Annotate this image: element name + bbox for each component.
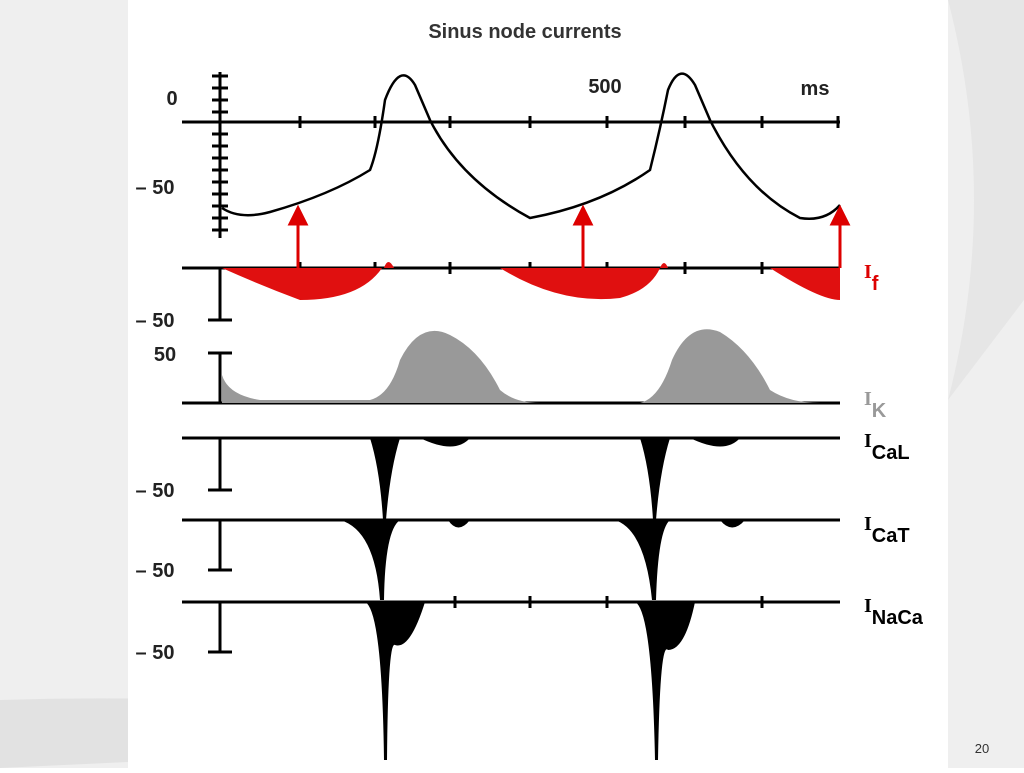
figure-area — [128, 0, 948, 768]
time-tick-label: 500 — [588, 76, 621, 98]
voltage-label: 0 — [166, 88, 177, 110]
swoosh — [948, 0, 1024, 400]
action-potential — [221, 72, 841, 220]
current-name: If — [864, 261, 879, 295]
scale-label: – 50 — [136, 310, 175, 332]
voltage-label: – 50 — [136, 177, 175, 199]
scale-label: – 50 — [136, 480, 175, 502]
scale-label: 50 — [154, 344, 176, 366]
scale-label: – 50 — [136, 560, 175, 582]
if-current — [222, 262, 840, 300]
slide-number: 20 — [975, 741, 989, 756]
inaca-current — [365, 602, 695, 760]
current-name: IK — [864, 388, 887, 422]
title: Sinus node currents — [428, 21, 621, 43]
current-names: If IK ICaL ICaT INaCa — [864, 261, 924, 629]
scale-label: – 50 — [136, 642, 175, 664]
labels: 0 – 50 500 ms – 50 50 – 50 – 50 – 50 — [136, 76, 830, 664]
current-name: ICaT — [864, 513, 910, 547]
time-unit: ms — [801, 78, 830, 100]
current-name: INaCa — [864, 595, 924, 629]
icat-current — [340, 520, 745, 600]
ik-current — [222, 329, 820, 403]
arrows — [287, 204, 851, 268]
ical-current — [370, 438, 740, 520]
current-name: ICaL — [864, 430, 910, 464]
